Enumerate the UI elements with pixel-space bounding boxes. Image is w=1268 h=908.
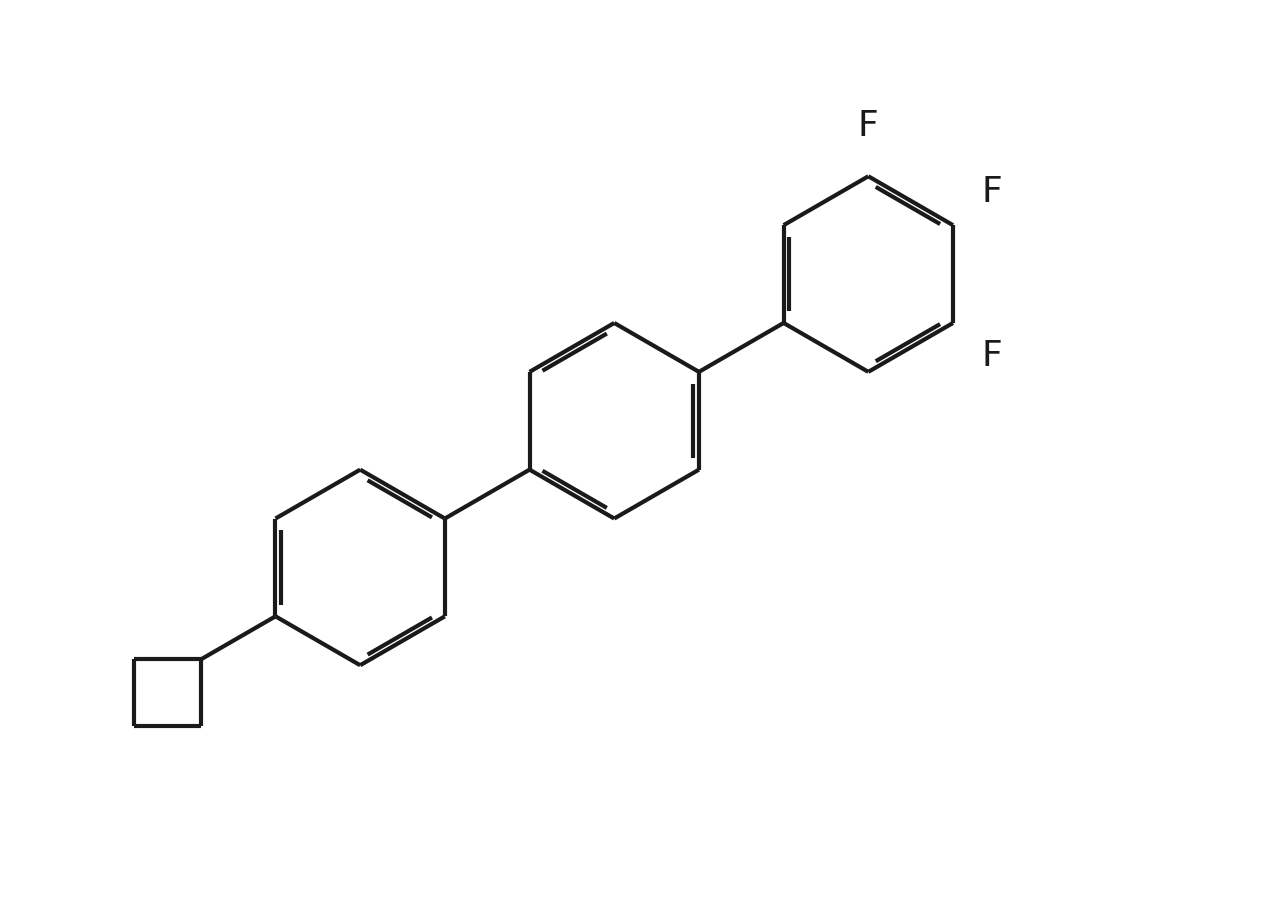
Text: F: F (858, 110, 879, 143)
Text: F: F (981, 174, 1002, 209)
Text: F: F (981, 340, 1002, 373)
